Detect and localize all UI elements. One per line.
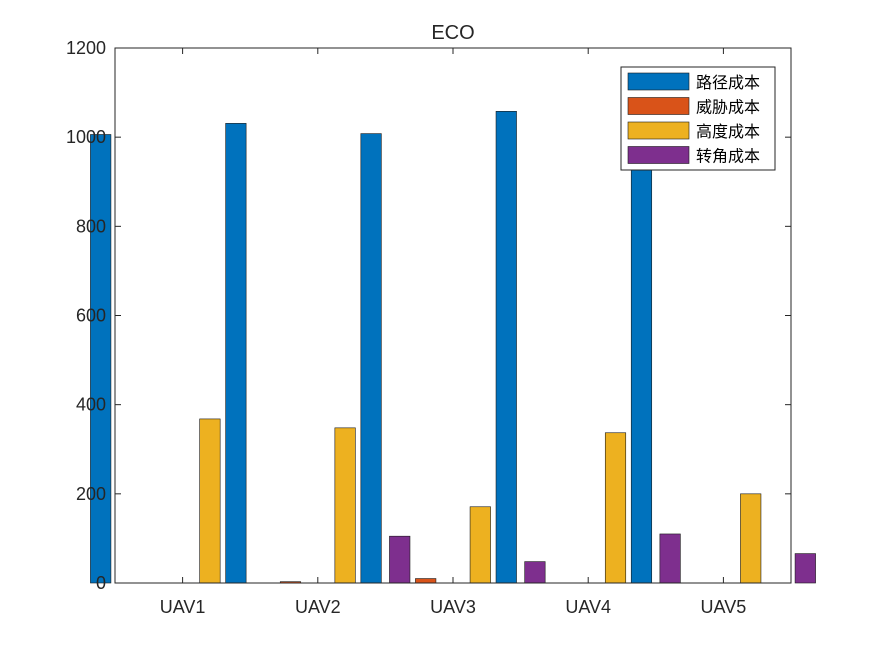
- bar-uav1-series-3: [199, 418, 221, 584]
- bar-uav2-series-1: [225, 123, 247, 584]
- x-tick-label: UAV2: [295, 597, 341, 617]
- bar-uav5-series-4: [794, 553, 816, 584]
- bar-uav5-series-1: [630, 143, 653, 584]
- bar-uav2-series-3: [334, 427, 356, 584]
- bar-uav3-series-1: [360, 133, 382, 584]
- bar-uav3-series-4: [524, 561, 546, 584]
- legend-label-4: 转角成本: [696, 148, 760, 166]
- legend-label-1: 路径成本: [696, 74, 760, 92]
- y-tick-label: 400: [76, 395, 106, 415]
- y-tick-label: 800: [76, 216, 106, 236]
- bar-uav4-series-4: [659, 533, 681, 584]
- y-tick-label: 1000: [66, 127, 106, 147]
- x-tick-label: UAV5: [701, 597, 747, 617]
- x-tick-label: UAV4: [565, 597, 611, 617]
- legend-swatch-2: [627, 97, 690, 115]
- legend-swatch-3: [627, 121, 690, 140]
- bar-uav5-series-3: [740, 493, 762, 584]
- legend-swatch-1: [627, 72, 690, 91]
- x-tick-label: UAV3: [430, 597, 476, 617]
- bar-uav1-series-1: [90, 134, 112, 584]
- y-tick-label: 200: [76, 484, 106, 504]
- y-tick-label: 0: [96, 573, 106, 593]
- bars-layer: [90, 111, 816, 584]
- legend-label-2: 威胁成本: [696, 99, 760, 117]
- legend-label-3: 高度成本: [696, 123, 760, 141]
- legend-swatch-4: [627, 146, 690, 164]
- bar-uav3-series-2: [415, 578, 437, 584]
- bar-uav2-series-4: [389, 535, 411, 584]
- bar-uav4-series-3: [604, 432, 627, 584]
- bar-uav3-series-3: [469, 506, 491, 584]
- chart-title: ECO: [431, 22, 474, 44]
- y-tick-label: 600: [76, 306, 106, 326]
- ticks-layer: 0 200 400 600 800 1000 1200 UAV1 UAV2 UAV3 UAV4 UAV…: [66, 38, 791, 617]
- y-tick-label: 1200: [66, 38, 106, 58]
- x-tick-label: UAV1: [160, 597, 206, 617]
- bar-uav4-series-1: [495, 111, 517, 584]
